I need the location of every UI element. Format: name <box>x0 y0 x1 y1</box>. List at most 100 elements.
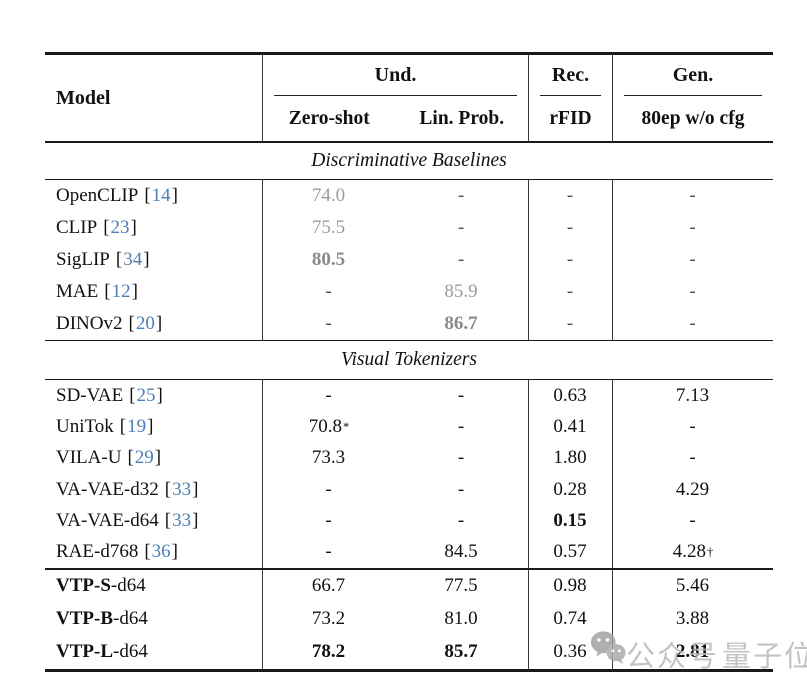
table-row: DINOv2 [20] - 86.7 - - <box>45 307 773 340</box>
rfid-value: 0.57 <box>528 536 612 568</box>
model-name: VTP-B -d64 <box>56 608 148 630</box>
table-row: SD-VAE [25] - - 0.63 7.13 <box>45 380 773 412</box>
section-rule <box>45 567 773 570</box>
lin-prob-value: 77.5 <box>444 575 478 597</box>
gen-value: 2.81 <box>612 635 773 669</box>
section-vtp: VTP-S -d64 66.7 77.5 0.98 5.46 VTP-B -d64 … <box>45 569 773 669</box>
zero-shot-value: 70.8 * <box>262 411 395 443</box>
gen-value: - <box>612 179 773 212</box>
results-table: Model Und. Zero-shot Lin. Prob. Rec. rFI… <box>45 52 773 672</box>
lin-prob-value: - <box>457 248 465 270</box>
zero-shot-value: 66.7 <box>262 569 395 603</box>
model-name: VA-VAE-d32 [33] <box>56 478 199 500</box>
table-row: RAE-d768 [36] - 84.5 0.57 4.28 † <box>45 536 773 568</box>
rfid-value: 0.41 <box>528 411 612 443</box>
model-name: DINOv2 [20] <box>56 312 163 334</box>
rfid-value: 0.36 <box>528 635 612 669</box>
rfid-value: 0.74 <box>528 602 612 636</box>
zero-shot-value: 80.5 <box>262 243 395 276</box>
model-name: SD-VAE [25] <box>56 384 163 406</box>
model-name: MAE [12] <box>56 280 138 302</box>
gen-value: 7.13 <box>612 380 773 412</box>
lin-prob-value: - <box>457 184 465 206</box>
zero-shot-value: - <box>262 307 395 340</box>
zero-shot-value: 74.0 <box>262 179 395 212</box>
lin-prob-value: 81.0 <box>444 608 478 630</box>
zero-shot-value: 75.5 <box>262 211 395 244</box>
citation-link[interactable]: 33 <box>172 478 192 500</box>
section-rule <box>45 178 773 180</box>
table-row: SigLIP [34] 80.5 - - - <box>45 243 773 276</box>
citation-link[interactable]: 12 <box>111 280 131 302</box>
group-label-rec: Rec. <box>540 55 601 96</box>
column-header-rfid: rFID <box>549 107 592 129</box>
rfid-value: - <box>528 243 612 276</box>
lin-prob-value: - <box>457 478 465 500</box>
rfid-value: 0.28 <box>528 474 612 506</box>
zero-shot-value: 73.3 <box>262 442 395 475</box>
model-name: CLIP [23] <box>56 216 137 238</box>
gen-value: - <box>612 243 773 276</box>
table-row: VTP-L -d64 78.2 85.7 0.36 2.81 <box>45 635 773 669</box>
bottom-rule <box>45 668 773 672</box>
section-rule <box>45 339 773 341</box>
column-group-gen: Gen. 80ep w/o cfg <box>612 55 773 141</box>
lin-prob-value: - <box>457 416 465 438</box>
model-name: VTP-L -d64 <box>56 641 148 663</box>
citation-link[interactable]: 25 <box>136 384 156 406</box>
model-name: UniTok [19] <box>56 416 154 438</box>
table-row: VA-VAE-d32 [33] - - 0.28 4.29 <box>45 474 773 506</box>
zero-shot-value: 78.2 <box>262 635 395 669</box>
section-discriminative-baselines: OpenCLIP [14] 74.0 - - - CLIP [23] 75.5 - … <box>45 179 773 340</box>
citation-link[interactable]: 33 <box>172 509 192 531</box>
gen-value: - <box>612 505 773 537</box>
lin-prob-value: 85.7 <box>444 641 478 663</box>
gen-value: 4.28 † <box>612 536 773 568</box>
citation-link[interactable]: 19 <box>127 416 147 438</box>
citation-link[interactable]: 29 <box>134 447 154 469</box>
rfid-value: 0.98 <box>528 569 612 603</box>
table-row: MAE [12] - 85.9 - - <box>45 275 773 308</box>
table-row: VTP-B -d64 73.2 81.0 0.74 3.88 <box>45 602 773 636</box>
column-header-model: Model <box>56 86 111 109</box>
lin-prob-value: - <box>457 447 465 469</box>
rfid-value: 1.80 <box>528 442 612 475</box>
citation-link[interactable]: 14 <box>151 184 171 206</box>
lin-prob-value: - <box>457 216 465 238</box>
model-name: SigLIP [34] <box>56 248 150 270</box>
table-row: VILA-U [29] 73.3 - 1.80 - <box>45 442 773 475</box>
rfid-value: - <box>528 275 612 308</box>
zero-shot-value: 73.2 <box>262 602 395 636</box>
lin-prob-value: 86.7 <box>444 312 478 334</box>
rfid-value: 0.63 <box>528 380 612 412</box>
zero-shot-value: - <box>262 536 395 568</box>
zero-shot-value: - <box>262 505 395 537</box>
column-group-und: Und. Zero-shot Lin. Prob. <box>262 55 528 141</box>
citation-link[interactable]: 20 <box>135 312 155 334</box>
section-visual-tokenizers: SD-VAE [25] - - 0.63 7.13 UniTok [19] 70.8… <box>45 380 773 568</box>
group-label-gen: Gen. <box>624 55 762 96</box>
table-header: Model Und. Zero-shot Lin. Prob. Rec. rFI… <box>45 55 773 141</box>
citation-link[interactable]: 23 <box>110 216 130 238</box>
lin-prob-value: 84.5 <box>444 541 478 563</box>
model-name: VILA-U [29] <box>56 447 162 469</box>
table-row: UniTok [19] 70.8 * - 0.41 - <box>45 411 773 443</box>
gen-value: 3.88 <box>612 602 773 636</box>
model-name: VTP-S -d64 <box>56 575 146 597</box>
citation-link[interactable]: 36 <box>151 541 171 563</box>
rfid-value: - <box>528 211 612 244</box>
zero-shot-value: - <box>262 380 395 412</box>
model-name: RAE-d768 [36] <box>56 541 178 563</box>
table-row: CLIP [23] 75.5 - - - <box>45 211 773 244</box>
citation-link[interactable]: 34 <box>123 248 143 270</box>
group-label-und: Und. <box>274 55 517 96</box>
gen-value: - <box>612 411 773 443</box>
zero-shot-value: - <box>262 474 395 506</box>
lin-prob-value: - <box>457 509 465 531</box>
gen-value: - <box>612 275 773 308</box>
column-header-zero-shot: Zero-shot <box>288 107 370 129</box>
zero-shot-value: - <box>262 275 395 308</box>
table-row: VTP-S -d64 66.7 77.5 0.98 5.46 <box>45 569 773 603</box>
model-name: OpenCLIP [14] <box>56 184 178 206</box>
rfid-value: - <box>528 179 612 212</box>
